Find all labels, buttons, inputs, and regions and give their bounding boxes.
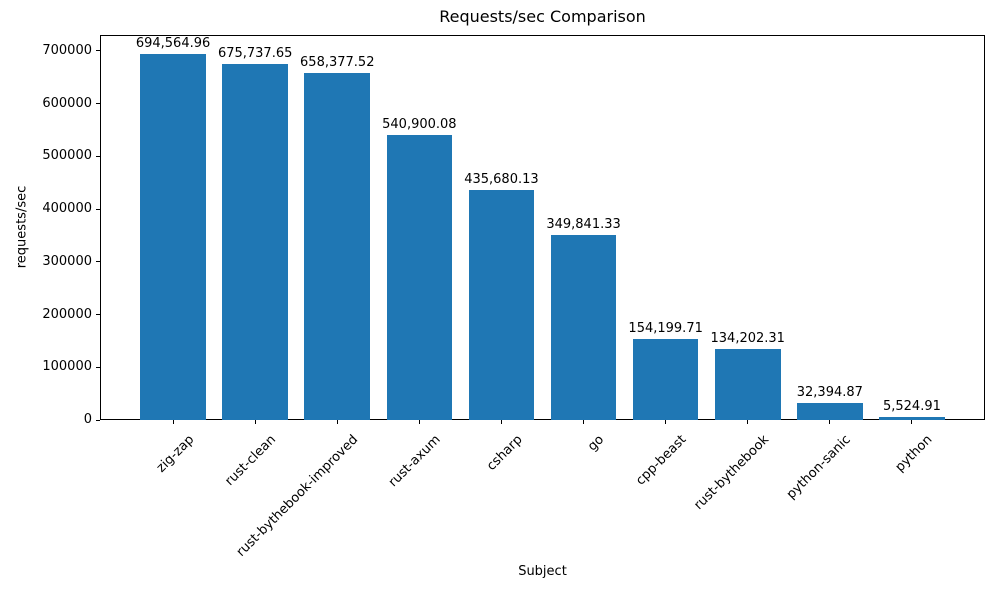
bar-value-label: 5,524.91 — [882, 399, 941, 415]
x-tick-label: rust-axum — [385, 432, 444, 491]
x-tick-label: zig-zap — [153, 432, 197, 476]
bar-value-label: 134,202.31 — [710, 331, 785, 347]
bar-value-label: 694,564.96 — [135, 35, 211, 51]
x-axis-tick — [665, 420, 667, 424]
x-axis-tick — [418, 420, 420, 424]
bar-python — [879, 417, 945, 420]
y-tick-label: 100000 — [42, 359, 92, 375]
x-axis-tick — [747, 420, 749, 424]
x-tick-label: csharp — [483, 432, 526, 474]
x-axis-tick — [583, 420, 585, 424]
y-axis-tick — [96, 50, 100, 52]
bar-value-label: 349,841.33 — [546, 217, 621, 233]
bar-value-label: 540,900.08 — [382, 116, 457, 132]
x-tick-label: go — [585, 432, 608, 455]
x-axis-tick — [829, 420, 831, 424]
bar-value-label: 435,680.13 — [464, 172, 539, 188]
bar-cpp-beast — [632, 338, 699, 420]
y-axis-tick — [96, 366, 100, 368]
bar-rust-clean — [222, 63, 288, 420]
y-axis-tick — [96, 314, 100, 316]
bar-value-label: 154,199.71 — [628, 320, 703, 336]
y-tick-label: 500000 — [42, 148, 92, 164]
x-tick-label: rust-clean — [222, 432, 280, 489]
bar-rust-bythebook-improved — [304, 72, 371, 420]
bar-rust-axum — [386, 134, 453, 420]
chart-title: Requests/sec Comparison — [439, 7, 646, 26]
x-tick-label: python — [893, 432, 936, 476]
plot-area — [100, 35, 985, 420]
bar-value-label: 675,737.65 — [217, 45, 293, 61]
y-axis-label: requests/sec — [14, 185, 30, 269]
x-axis-label: Subject — [518, 564, 567, 579]
bar-python-sanic — [796, 402, 863, 420]
y-tick-label: 300000 — [42, 253, 92, 269]
y-axis-tick — [96, 419, 100, 421]
bar-zig-zap — [140, 53, 206, 420]
y-axis-tick — [96, 261, 100, 263]
y-tick-label: 400000 — [42, 201, 92, 217]
x-tick-label: rust-bythebook — [690, 432, 772, 513]
y-tick-label: 0 — [83, 412, 92, 427]
x-axis-tick — [254, 420, 256, 424]
x-axis-tick — [500, 420, 502, 424]
x-tick-label: python-sanic — [783, 432, 854, 503]
x-axis-tick — [172, 420, 174, 424]
bar-csharp — [468, 190, 535, 420]
y-axis-tick — [96, 208, 100, 210]
bar-go — [550, 235, 617, 420]
y-axis-tick — [96, 155, 100, 157]
bar-rust-bythebook — [714, 349, 781, 420]
y-axis-tick — [96, 103, 100, 105]
y-tick-label: 200000 — [42, 306, 92, 322]
y-tick-label: 700000 — [42, 42, 92, 58]
x-axis-tick — [911, 420, 913, 424]
bar-value-label: 32,394.87 — [796, 384, 863, 400]
y-tick-label: 600000 — [42, 95, 92, 111]
bar-value-label: 658,377.52 — [300, 54, 375, 70]
x-tick-label: cpp-beast — [633, 432, 690, 489]
x-axis-tick — [336, 420, 338, 424]
